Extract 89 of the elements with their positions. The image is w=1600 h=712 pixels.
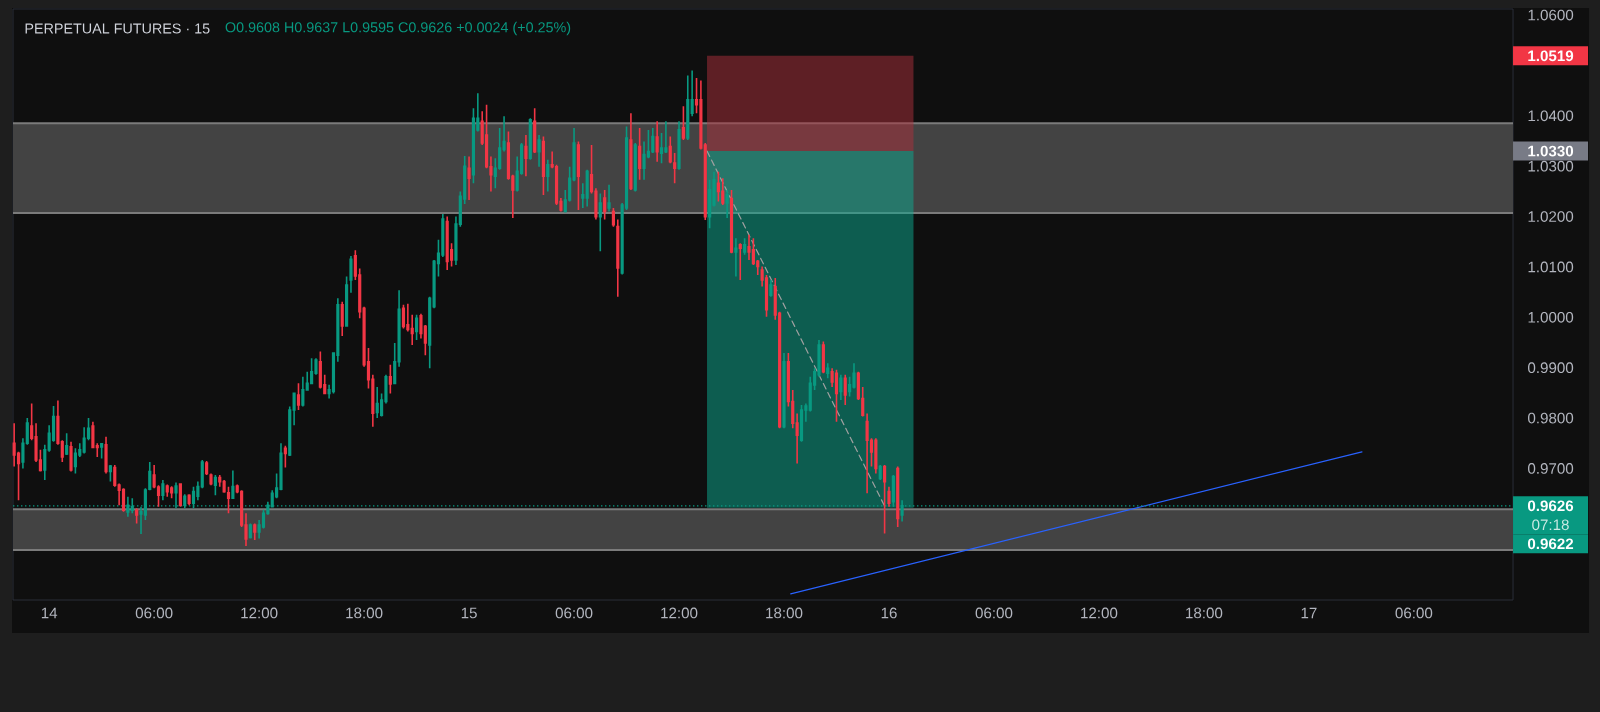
text: 1.0519 (1528, 50, 1574, 62)
candlestick (769, 279, 773, 298)
x-tick-label: 15 (461, 607, 477, 619)
x-tick-label: 06:00 (135, 607, 173, 619)
candlestick (226, 485, 231, 515)
x-tick-label: 18:00 (346, 607, 383, 619)
candlestick (301, 376, 305, 408)
candlestick (677, 120, 681, 171)
candlestick (165, 483, 169, 498)
candlestick (734, 237, 738, 278)
y-tick-label: 1.0600 (1528, 9, 1574, 21)
candlestick (69, 441, 73, 473)
candlestick (292, 391, 296, 426)
candlestick (375, 386, 379, 419)
candlestick (887, 485, 891, 508)
candlestick (681, 105, 685, 141)
candlestick (135, 507, 139, 525)
candlestick (161, 479, 165, 502)
candlestick (60, 439, 64, 463)
y-tick-label: 1.0000 (1528, 311, 1574, 323)
candlestick (747, 233, 751, 261)
candlestick (104, 435, 108, 475)
candlestick (725, 189, 729, 219)
candlestick (782, 352, 786, 429)
candlestick (524, 134, 528, 178)
y-tick-label: 1.0100 (1528, 261, 1574, 273)
x-tick-label: 06:00 (975, 607, 1013, 619)
ref-line-label: 0.9626 (1527, 500, 1574, 512)
candlestick (607, 184, 611, 213)
candlestick (410, 314, 414, 346)
candlestick (340, 300, 344, 337)
candlestick (349, 255, 353, 294)
candlestick (795, 412, 799, 465)
candlestick (65, 432, 69, 456)
candlestick (253, 522, 257, 541)
candlestick (100, 442, 104, 460)
y-tick-label: 1.0400 (1528, 110, 1574, 122)
x-tick-label: 18:00 (1186, 607, 1223, 619)
candlestick (655, 120, 659, 163)
x-tick-label: 18:00 (766, 607, 803, 619)
x-tick-label: 16 (881, 607, 897, 619)
candlestick (651, 127, 655, 154)
candlestick (231, 469, 235, 500)
candlestick (686, 74, 690, 141)
candlestick (826, 362, 830, 380)
candlestick (43, 444, 47, 481)
y-tick-label: 0.9900 (1528, 362, 1574, 374)
candlestick (598, 192, 602, 253)
candlestick (716, 170, 720, 203)
candlestick (218, 474, 222, 488)
candlestick (738, 242, 742, 281)
candlestick (108, 464, 112, 483)
x-tick-label: 17 (1301, 607, 1317, 619)
x-tick-label: 06:00 (1395, 607, 1433, 619)
candlestick (843, 373, 847, 406)
candlestick (209, 472, 213, 486)
y-tick-label: 0.9800 (1528, 412, 1574, 424)
candlestick (546, 158, 550, 193)
text: 07:18 (1532, 519, 1569, 531)
candlestick (296, 382, 301, 411)
y-tick-label: 1.0300 (1528, 160, 1574, 172)
candlestick (865, 412, 869, 494)
candlestick (406, 302, 410, 333)
x-tick-label: 12:00 (1081, 607, 1118, 619)
candlestick (616, 218, 620, 298)
candlestick (743, 237, 747, 256)
candlestick (673, 152, 677, 185)
y-tick-label: 0.9700 (1528, 463, 1574, 474)
text: 0.9622 (1527, 538, 1574, 550)
candlestick (668, 135, 672, 164)
text: O0.9608 H0.9637 L0.9595 C0.9626 +0.0024 (+0.25%) (225, 21, 571, 36)
candlestick (537, 134, 541, 168)
text: 1.0330 (1528, 145, 1574, 157)
text: PERPETUAL FUTURES · 15 (25, 23, 210, 34)
y-tick-label: 1.0200 (1528, 211, 1574, 222)
candlestick (56, 399, 60, 446)
candlestick (95, 442, 99, 458)
candlestick (629, 112, 633, 191)
candlestick (883, 464, 887, 535)
candlestick (581, 182, 585, 209)
x-tick-label: 06:00 (555, 607, 593, 619)
x-tick-label: 12:00 (661, 607, 698, 619)
candlestick (388, 363, 392, 395)
candlestick (283, 445, 287, 469)
candlestick (690, 69, 694, 118)
candlestick (839, 373, 843, 401)
candlestick (467, 155, 471, 201)
x-tick-label: 14 (41, 607, 58, 619)
x-tick-label: 12:00 (241, 607, 278, 619)
